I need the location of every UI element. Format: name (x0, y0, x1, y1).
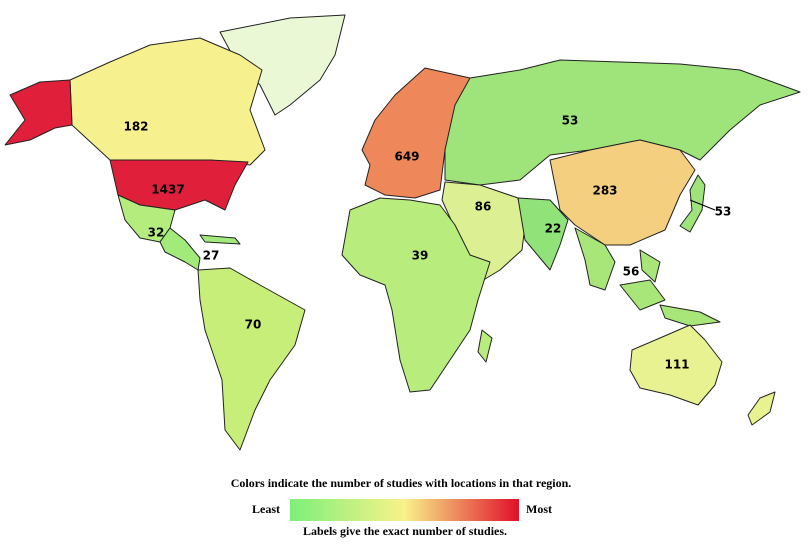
region-label: 56 (623, 265, 640, 279)
region-label: 649 (394, 150, 419, 164)
region-label: 39 (412, 249, 429, 263)
region-africa (341, 197, 493, 393)
legend-least: Least (252, 502, 280, 516)
legend-gradient (290, 499, 519, 521)
region-label: 182 (123, 120, 148, 134)
region-south-america (197, 267, 306, 451)
legend-caption: Colors indicate the number of studies wi… (231, 476, 572, 490)
region-middle-east (441, 181, 526, 283)
region-south-asia (517, 197, 569, 271)
region-label: 111 (664, 358, 689, 372)
region-russia-central-asia (444, 59, 801, 186)
region-japan (679, 174, 706, 233)
region-label: 32 (148, 226, 165, 240)
region-label: 53 (715, 205, 732, 219)
region-label: 53 (562, 114, 579, 128)
region-canada (69, 37, 266, 166)
region-label: 27 (203, 249, 220, 263)
region-label: 70 (245, 318, 262, 332)
region-central-america (159, 227, 241, 271)
region-label: 86 (475, 200, 492, 214)
region-oceania (629, 324, 776, 426)
legend-note: Labels give the exact number of studies. (303, 524, 507, 538)
region-label: 1437 (151, 183, 184, 197)
region-label: 283 (592, 184, 617, 198)
region-southeast-asia (574, 227, 721, 327)
legend-most: Most (526, 502, 552, 516)
leader-line (689, 199, 716, 211)
region-label: 22 (545, 222, 562, 236)
region-china (549, 139, 696, 246)
